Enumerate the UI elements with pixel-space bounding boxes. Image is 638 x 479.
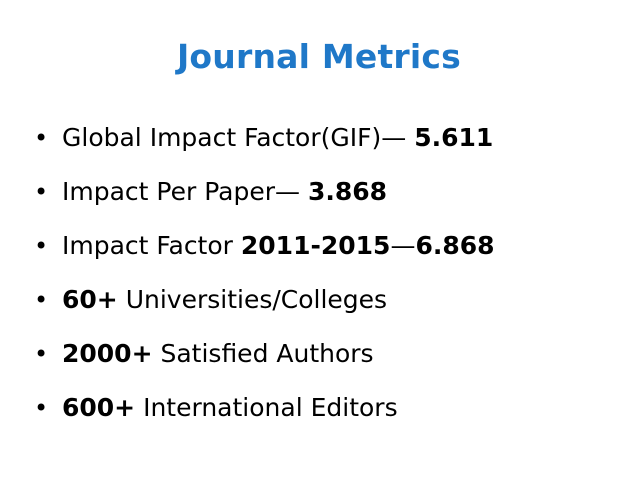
impact-per-paper-label: Impact Per Paper— — [62, 177, 308, 206]
editors-count: 600+ — [62, 393, 136, 422]
impact-factor-years: 2011-2015 — [240, 231, 391, 260]
bullet-icon: • — [34, 124, 49, 152]
list-item-impact-per-paper: • Impact Per Paper— 3.868 — [34, 172, 495, 226]
metrics-list: • Global Impact Factor(GIF)— 5.611 • Impac… — [34, 118, 495, 442]
authors-count: 2000+ — [62, 339, 153, 368]
list-item-editors: • 600+ International Editors — [34, 388, 495, 442]
list-item-gif: • Global Impact Factor(GIF)— 5.611 — [34, 118, 495, 172]
bullet-icon: • — [34, 340, 49, 368]
slide-title: Journal Metrics — [176, 37, 462, 76]
editors-label: International Editors — [135, 393, 398, 422]
gif-label: Global Impact Factor(GIF)— — [62, 123, 415, 152]
bullet-icon: • — [34, 394, 49, 422]
bullet-icon: • — [34, 178, 49, 206]
list-item-impact-factor: • Impact Factor 2011-2015—6.868 — [34, 226, 495, 280]
list-item-universities: • 60+ Universities/Colleges — [34, 280, 495, 334]
authors-label: Satisfied Authors — [152, 339, 374, 368]
impact-factor-label: Impact Factor — [62, 231, 241, 260]
impact-factor-value: 6.868 — [415, 231, 495, 260]
impact-per-paper-value: 3.868 — [307, 177, 388, 206]
universities-count: 60+ — [62, 285, 118, 314]
bullet-icon: • — [34, 286, 49, 314]
bullet-icon: • — [34, 232, 49, 260]
universities-label: Universities/Colleges — [117, 285, 388, 314]
impact-factor-separator: — — [390, 231, 416, 260]
list-item-authors: • 2000+ Satisfied Authors — [34, 334, 495, 388]
gif-value: 5.611 — [414, 123, 494, 152]
